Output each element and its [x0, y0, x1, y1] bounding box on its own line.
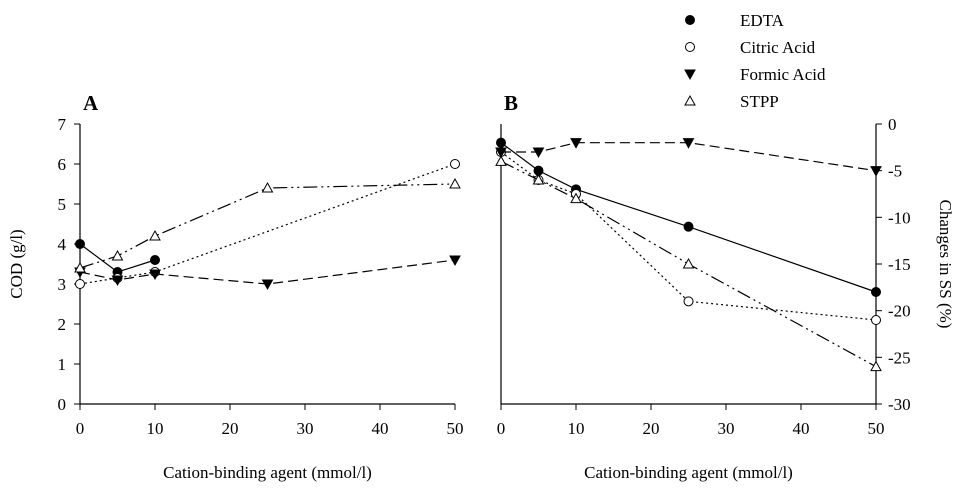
- data-point-citric-acid: [75, 279, 85, 289]
- x-tick-label: 30: [718, 419, 735, 438]
- series-formic-acid: [74, 255, 461, 291]
- legend-marker-edta: [685, 15, 695, 25]
- y-tick-label: 6: [58, 155, 67, 174]
- x-tick-label: 10: [568, 419, 585, 438]
- series-citric-acid: [496, 147, 881, 325]
- data-point-citric-acid: [871, 315, 881, 325]
- series-formic-acid: [495, 138, 882, 177]
- x-axis-title: Cation-binding agent (mmol/l): [584, 463, 793, 482]
- series-line-stpp: [79, 183, 456, 269]
- series-stpp: [495, 155, 882, 372]
- series-citric-acid: [75, 159, 460, 289]
- y-tick-label: 0: [888, 115, 897, 134]
- legend-item-stpp: STPP: [684, 92, 779, 111]
- legend-label-stpp: STPP: [740, 92, 779, 111]
- x-tick-label: 30: [297, 419, 314, 438]
- data-point-stpp: [495, 155, 507, 166]
- data-point-edta: [871, 287, 881, 297]
- legend-marker-formic-acid: [684, 69, 696, 81]
- x-tick-label: 50: [868, 419, 885, 438]
- data-point-citric-acid: [683, 296, 694, 307]
- x-tick-label: 0: [76, 419, 85, 438]
- x-tick-label: 50: [447, 419, 464, 438]
- y-tick-label: 0: [58, 395, 67, 414]
- legend-item-formic-acid: Formic Acid: [684, 65, 826, 84]
- data-point-formic-acid: [111, 275, 124, 287]
- legend: EDTA Citric Acid Formic Acid STPP: [684, 11, 826, 111]
- y-tick-label: 4: [58, 235, 67, 254]
- y-tick-label: -20: [888, 302, 911, 321]
- x-axis-title: Cation-binding agent (mmol/l): [163, 463, 372, 482]
- series-line-citric-acid: [500, 151, 877, 321]
- data-point-formic-acid: [495, 147, 507, 159]
- panel-b: 0 10 20 30 40 50 0 -5 -10 -15 -20 -25 -30 Cation-bind…: [495, 91, 955, 482]
- data-point-edta: [75, 239, 85, 249]
- panel-label: A: [83, 91, 99, 115]
- data-point-formic-acid: [682, 138, 695, 149]
- data-point-edta: [496, 137, 506, 148]
- data-point-edta: [150, 255, 160, 265]
- data-point-stpp: [149, 229, 161, 241]
- data-point-stpp: [870, 360, 882, 372]
- legend-marker-stpp: [684, 94, 696, 106]
- data-point-formic-acid: [449, 255, 461, 267]
- y-tick-label: 5: [58, 195, 67, 214]
- legend-label-formic-acid: Formic Acid: [740, 65, 826, 84]
- y-axis-title: COD (g/l): [7, 229, 26, 298]
- data-point-formic-acid: [261, 279, 274, 291]
- y-tick-label: 3: [58, 275, 67, 294]
- data-point-stpp: [111, 249, 124, 261]
- data-point-stpp: [261, 181, 274, 193]
- data-point-formic-acid: [532, 147, 545, 159]
- legend-label-citric-acid: Citric Acid: [740, 38, 816, 57]
- y-tick-label: 7: [58, 115, 67, 134]
- x-tick-label: 40: [793, 419, 810, 438]
- series-line-citric-acid: [79, 163, 456, 285]
- y-tick-label: -5: [888, 162, 902, 181]
- y-tick-label: -25: [888, 348, 911, 367]
- data-point-stpp: [74, 261, 86, 273]
- series-line-edta: [500, 142, 877, 293]
- legend-item-edta: EDTA: [685, 11, 785, 30]
- series-edta: [496, 137, 881, 297]
- y-tick-label: -10: [888, 208, 911, 227]
- data-point-citric-acid: [450, 159, 460, 169]
- data-point-stpp: [570, 192, 582, 204]
- data-point-formic-acid: [149, 269, 161, 281]
- x-tick-label: 0: [497, 419, 506, 438]
- x-tick-label: 40: [372, 419, 389, 438]
- x-tick-label: 10: [147, 419, 164, 438]
- x-tick-label: 20: [643, 419, 660, 438]
- data-point-formic-acid: [570, 138, 582, 149]
- data-point-edta: [533, 165, 544, 176]
- legend-marker-citric-acid: [685, 42, 695, 52]
- x-tick-label: 20: [222, 419, 239, 438]
- series-stpp: [74, 177, 461, 273]
- panel-label: B: [504, 91, 518, 115]
- y-axis-title: Changes in SS (%): [936, 200, 955, 329]
- legend-label-edta: EDTA: [740, 11, 785, 30]
- data-point-edta: [683, 221, 694, 232]
- data-point-stpp: [449, 177, 461, 189]
- panel-a: 0 10 20 30 40 50 0 1 2 3 4 5 6 7 Cation-binding agent …: [7, 91, 464, 482]
- data-point-formic-acid: [870, 166, 882, 177]
- y-tick-label: -30: [888, 395, 911, 414]
- y-tick-label: 2: [58, 315, 67, 334]
- y-tick-label: -15: [888, 255, 911, 274]
- legend-item-citric-acid: Citric Acid: [685, 38, 816, 57]
- y-tick-label: 1: [58, 355, 67, 374]
- data-point-stpp: [682, 257, 695, 269]
- data-point-stpp: [532, 173, 545, 185]
